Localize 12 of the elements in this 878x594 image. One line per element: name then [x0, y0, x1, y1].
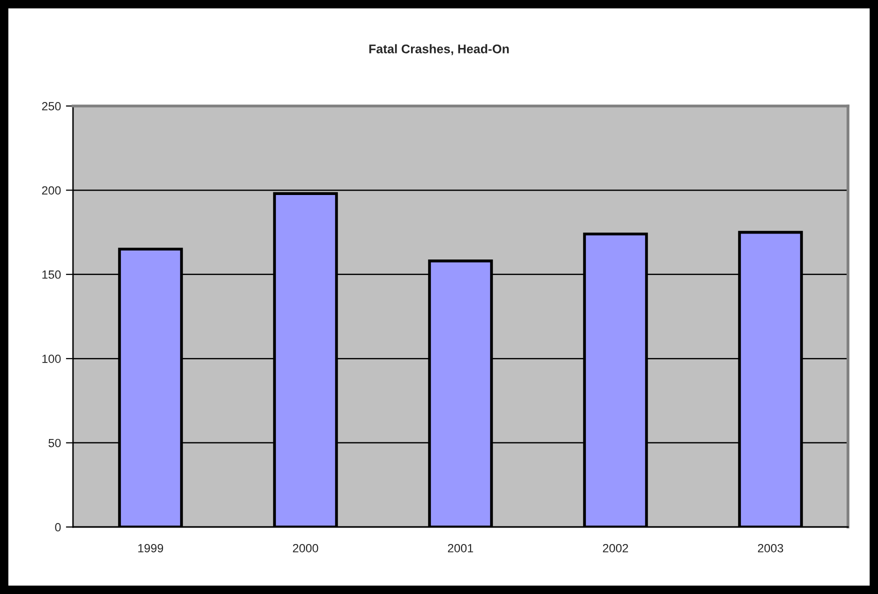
x-tick-label: 2003 [758, 544, 784, 552]
y-tick-label: 200 [42, 186, 61, 195]
x-tick-label: 2002 [602, 544, 628, 552]
y-tick-label: 0 [55, 523, 61, 532]
y-tick-label: 100 [42, 354, 61, 363]
x-tick-label: 2001 [448, 544, 474, 552]
x-tick-label: 2000 [292, 544, 318, 552]
x-tick-label: 1999 [138, 544, 164, 552]
y-tick-label: 250 [42, 102, 61, 110]
y-tick-label: 150 [42, 270, 61, 279]
y-tick-label: 50 [48, 438, 61, 448]
chart-title: Fatal Crashes, Head-On [369, 44, 509, 56]
